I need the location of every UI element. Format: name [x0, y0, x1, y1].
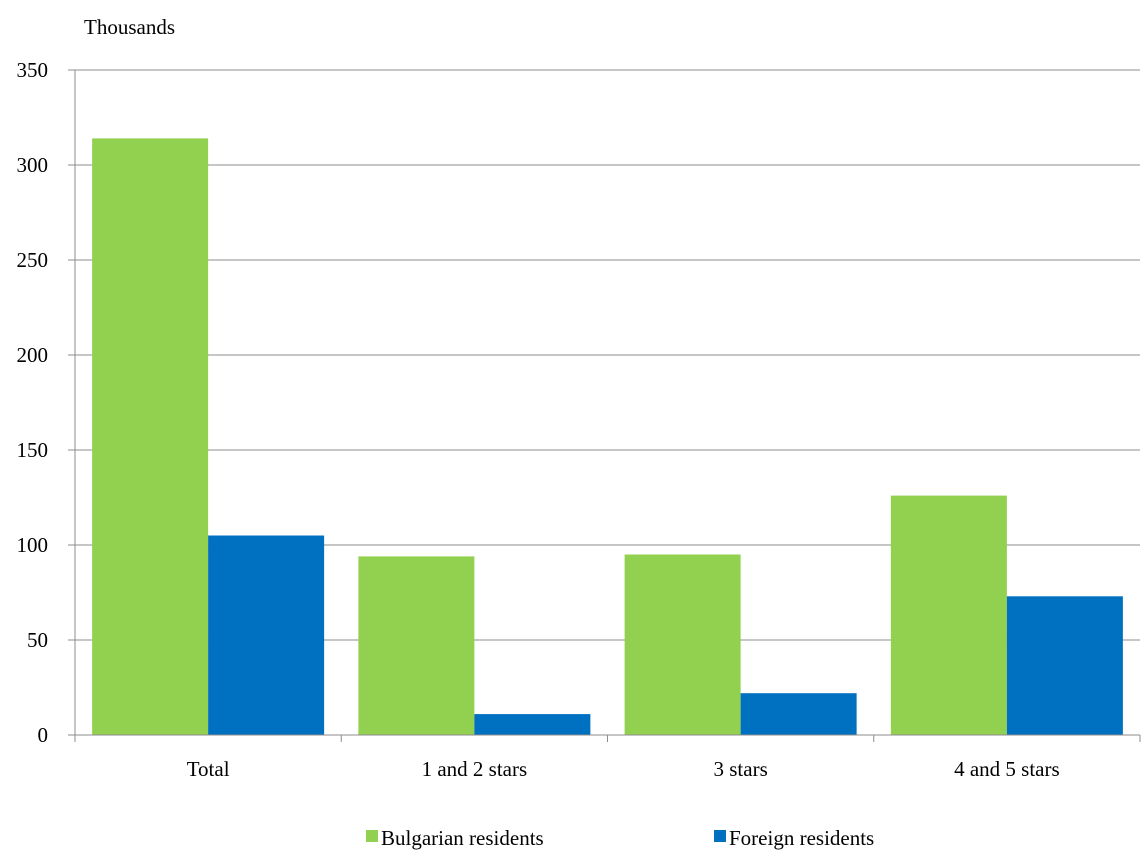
category-labels: Total 1 and 2 stars 3 stars 4 and 5 stars [187, 757, 1060, 781]
bars [92, 138, 1123, 735]
y-tick-label: 200 [17, 343, 49, 367]
y-tick-label: 100 [17, 533, 49, 557]
bar-bulgarian-3 [890, 495, 1007, 735]
bar-bulgarian-0 [92, 138, 209, 735]
category-label: Total [187, 757, 230, 781]
legend-swatch-foreign [714, 830, 726, 842]
bar-bulgarian-1 [358, 556, 475, 735]
category-label: 3 stars [714, 757, 768, 781]
bar-foreign-0 [208, 535, 325, 735]
bar-foreign-1 [474, 714, 591, 735]
y-tick-label: 350 [17, 58, 49, 82]
y-tick-label: 150 [17, 438, 49, 462]
category-label: 1 and 2 stars [422, 757, 528, 781]
y-tick-labels: 0 50 100 150 200 250 300 350 [17, 58, 49, 747]
y-unit-label: Thousands [84, 15, 175, 39]
legend-label: Bulgarian residents [381, 826, 544, 850]
category-label: 4 and 5 stars [954, 757, 1060, 781]
legend: Bulgarian residents Foreign residents [366, 826, 874, 850]
y-tick-label: 300 [17, 153, 49, 177]
bar-foreign-3 [1006, 596, 1123, 735]
legend-swatch-bulgarian [366, 830, 378, 842]
bar-bulgarian-2 [624, 554, 741, 735]
bar-foreign-2 [740, 693, 857, 735]
legend-label: Foreign residents [729, 826, 874, 850]
y-tick-label: 250 [17, 248, 49, 272]
y-tick-label: 50 [27, 628, 48, 652]
y-tick-label: 0 [38, 723, 49, 747]
axes [68, 69, 1141, 742]
